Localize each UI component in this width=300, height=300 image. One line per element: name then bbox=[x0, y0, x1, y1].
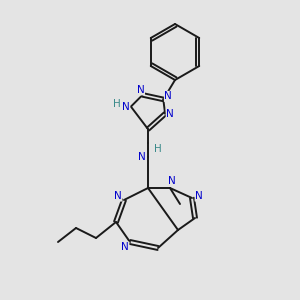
Text: N: N bbox=[137, 85, 145, 95]
Text: H: H bbox=[154, 144, 162, 154]
Text: N: N bbox=[195, 191, 203, 201]
Text: N: N bbox=[121, 242, 129, 252]
Text: N: N bbox=[122, 102, 130, 112]
Text: N: N bbox=[168, 176, 176, 186]
Text: N: N bbox=[138, 152, 146, 162]
Text: H: H bbox=[113, 99, 121, 109]
Text: N: N bbox=[114, 191, 122, 201]
Text: N: N bbox=[166, 109, 174, 119]
Text: N: N bbox=[164, 92, 172, 101]
